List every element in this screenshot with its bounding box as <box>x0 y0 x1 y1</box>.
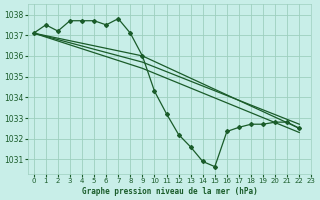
X-axis label: Graphe pression niveau de la mer (hPa): Graphe pression niveau de la mer (hPa) <box>82 187 257 196</box>
